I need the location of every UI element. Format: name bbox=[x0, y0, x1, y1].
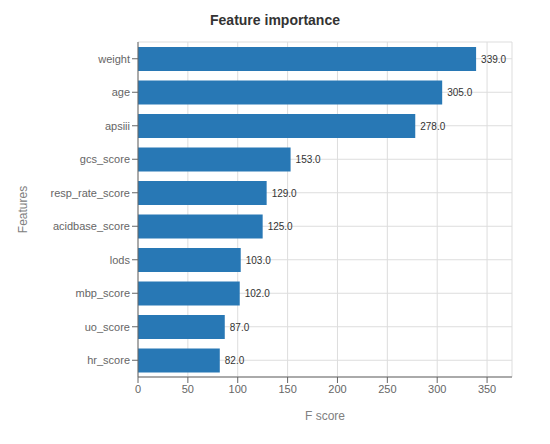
svg-text:Features: Features bbox=[16, 186, 30, 233]
svg-text:150: 150 bbox=[278, 383, 296, 395]
svg-text:153.0: 153.0 bbox=[296, 154, 321, 165]
svg-text:0: 0 bbox=[135, 383, 141, 395]
svg-text:hr_score: hr_score bbox=[87, 354, 130, 366]
svg-text:339.0: 339.0 bbox=[481, 54, 506, 65]
svg-text:mbp_score: mbp_score bbox=[76, 287, 130, 299]
svg-text:age: age bbox=[112, 86, 130, 98]
svg-text:apsiii: apsiii bbox=[105, 120, 130, 132]
svg-text:278.0: 278.0 bbox=[420, 121, 445, 132]
svg-text:50: 50 bbox=[182, 383, 194, 395]
svg-text:87.0: 87.0 bbox=[230, 322, 250, 333]
svg-text:resp_rate_score: resp_rate_score bbox=[51, 187, 131, 199]
svg-text:300: 300 bbox=[428, 383, 446, 395]
svg-text:uo_score: uo_score bbox=[85, 321, 130, 333]
svg-text:305.0: 305.0 bbox=[447, 87, 472, 98]
svg-text:weight: weight bbox=[97, 53, 130, 65]
svg-text:350: 350 bbox=[478, 383, 496, 395]
svg-text:gcs_score: gcs_score bbox=[80, 153, 130, 165]
svg-text:250: 250 bbox=[378, 383, 396, 395]
svg-text:lods: lods bbox=[110, 254, 131, 266]
svg-text:103.0: 103.0 bbox=[246, 255, 271, 266]
html-text:Feature importance: Feature importance bbox=[210, 12, 340, 28]
svg-text:F score: F score bbox=[305, 409, 345, 423]
svg-text:102.0: 102.0 bbox=[245, 288, 270, 299]
svg-text:129.0: 129.0 bbox=[272, 188, 297, 199]
svg-text:125.0: 125.0 bbox=[268, 221, 293, 232]
svg-text:acidbase_score: acidbase_score bbox=[53, 220, 130, 232]
svg-text:100: 100 bbox=[229, 383, 247, 395]
svg-text:200: 200 bbox=[328, 383, 346, 395]
svg-text:82.0: 82.0 bbox=[225, 355, 245, 366]
